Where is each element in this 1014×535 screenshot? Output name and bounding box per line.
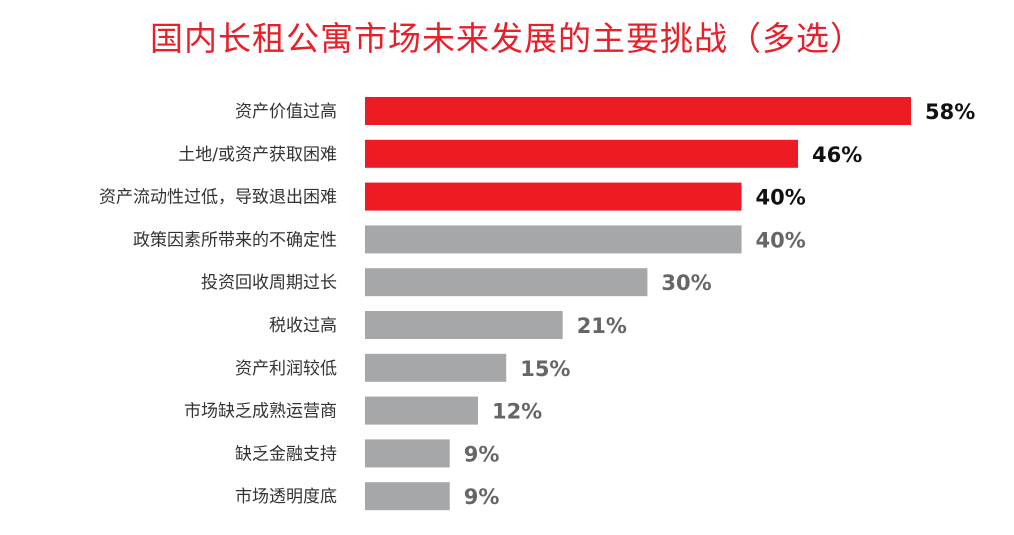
bar — [365, 353, 507, 382]
bar — [365, 482, 450, 511]
value-label: 9% — [464, 442, 500, 466]
value-label: 58% — [925, 100, 975, 124]
bar — [365, 311, 563, 339]
category-label: 土地/或资产获取困难 — [178, 145, 337, 165]
value-label: 12% — [492, 400, 542, 424]
value-label: 15% — [520, 357, 570, 381]
category-label: 政策因素所带来的不确定性 — [133, 230, 337, 250]
category-label: 资产价值过高 — [235, 102, 337, 122]
category-label: 缺乏金融支持 — [235, 444, 337, 464]
category-label: 资产利润较低 — [235, 359, 337, 379]
bar — [365, 268, 648, 297]
bar — [365, 225, 742, 254]
chart-title: 国内长租公寓市场未来发展的主要挑战（多选） — [150, 19, 864, 58]
category-label: 市场缺乏成熟运营商 — [184, 401, 337, 422]
category-label: 市场透明度底 — [235, 487, 337, 507]
bar — [365, 439, 450, 468]
bar — [365, 139, 799, 168]
category-label: 投资回收周期过长 — [201, 273, 337, 293]
value-label: 40% — [756, 186, 806, 210]
category-label: 税收过高 — [269, 316, 337, 336]
category-label: 资产流动性过低，导致退出困难 — [99, 188, 337, 208]
value-label: 30% — [661, 271, 711, 295]
bar — [365, 182, 742, 211]
bar — [365, 97, 911, 125]
value-label: 40% — [756, 228, 806, 252]
value-label: 21% — [577, 314, 627, 338]
value-label: 9% — [464, 485, 500, 509]
value-label: 46% — [812, 143, 862, 167]
bar — [365, 396, 478, 425]
